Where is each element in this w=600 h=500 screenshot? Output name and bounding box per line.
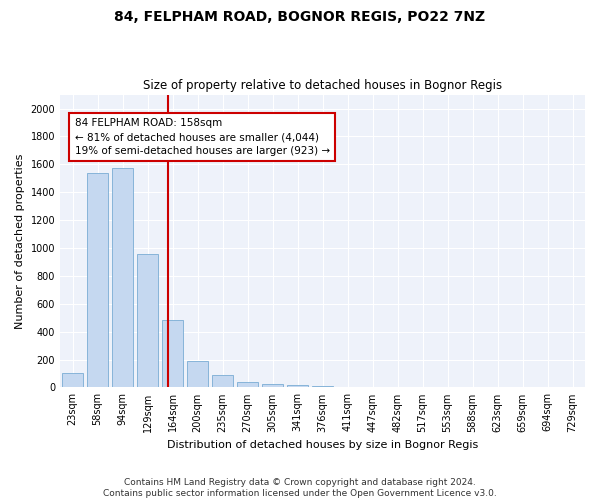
Bar <box>212 375 233 388</box>
Text: 84 FELPHAM ROAD: 158sqm
← 81% of detached houses are smaller (4,044)
19% of semi: 84 FELPHAM ROAD: 158sqm ← 81% of detache… <box>74 118 329 156</box>
Bar <box>112 168 133 388</box>
Bar <box>187 361 208 388</box>
Text: Contains HM Land Registry data © Crown copyright and database right 2024.
Contai: Contains HM Land Registry data © Crown c… <box>103 478 497 498</box>
Bar <box>237 382 258 388</box>
Bar <box>287 385 308 388</box>
Bar <box>262 384 283 388</box>
Bar <box>87 172 108 388</box>
Title: Size of property relative to detached houses in Bognor Regis: Size of property relative to detached ho… <box>143 79 502 92</box>
Y-axis label: Number of detached properties: Number of detached properties <box>15 154 25 328</box>
Bar <box>62 374 83 388</box>
Text: 84, FELPHAM ROAD, BOGNOR REGIS, PO22 7NZ: 84, FELPHAM ROAD, BOGNOR REGIS, PO22 7NZ <box>115 10 485 24</box>
Bar <box>312 386 333 388</box>
Bar <box>137 254 158 388</box>
Bar <box>162 320 183 388</box>
X-axis label: Distribution of detached houses by size in Bognor Regis: Distribution of detached houses by size … <box>167 440 478 450</box>
Bar <box>337 386 358 388</box>
